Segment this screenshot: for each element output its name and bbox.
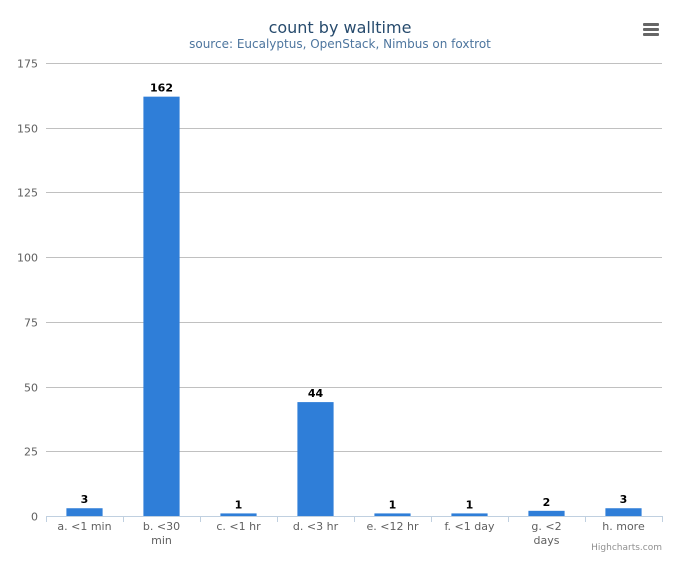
bar[interactable] (374, 513, 411, 516)
data-label: 3 (81, 493, 89, 506)
x-tick-label: e. <12 hr (367, 520, 419, 533)
data-label: 1 (389, 498, 397, 511)
y-tick-label: 175 (17, 58, 38, 71)
axes: 0 25 50 75 100 125 150 175 a. <1 min b. <30 min c. … (17, 58, 663, 547)
x-tick-label: d. <3 hr (293, 520, 339, 533)
x-tick-label: b. <30 min (143, 520, 180, 547)
x-tick-label: a. <1 min (57, 520, 111, 533)
bar[interactable] (605, 508, 642, 516)
bar[interactable] (143, 96, 180, 516)
bar[interactable] (66, 508, 103, 516)
y-tick-label: 75 (24, 317, 38, 330)
x-tick-label: g. <2 days (531, 520, 561, 547)
chart-subtitle: source: Eucalyptus, OpenStack, Nimbus on… (189, 37, 491, 51)
bar[interactable] (528, 510, 565, 516)
y-tick-label: 150 (17, 123, 38, 136)
y-tick-label: 125 (17, 187, 38, 200)
x-tick-label: f. <1 day (444, 520, 495, 533)
y-tick-label: 25 (24, 446, 38, 459)
data-label: 1 (235, 498, 243, 511)
data-label: 2 (543, 496, 551, 509)
data-label: 162 (150, 82, 173, 95)
data-label: 44 (308, 387, 324, 400)
x-tick-label: c. <1 hr (216, 520, 261, 533)
hamburger-menu-icon[interactable] (640, 20, 662, 40)
chart-title: count by walltime (269, 18, 412, 37)
bar[interactable] (220, 513, 257, 516)
bar[interactable] (297, 402, 334, 516)
credits-link[interactable]: Highcharts.com (591, 543, 662, 553)
bar[interactable] (451, 513, 488, 516)
y-tick-label: 0 (31, 511, 38, 524)
y-tick-label: 50 (24, 382, 38, 395)
bars (66, 96, 642, 516)
gridlines (46, 63, 662, 452)
data-labels: 3 162 1 44 1 1 2 3 (81, 82, 628, 512)
y-tick-label: 100 (17, 252, 38, 265)
x-tick-label: h. more (602, 520, 645, 533)
data-label: 3 (620, 493, 628, 506)
data-label: 1 (466, 498, 474, 511)
